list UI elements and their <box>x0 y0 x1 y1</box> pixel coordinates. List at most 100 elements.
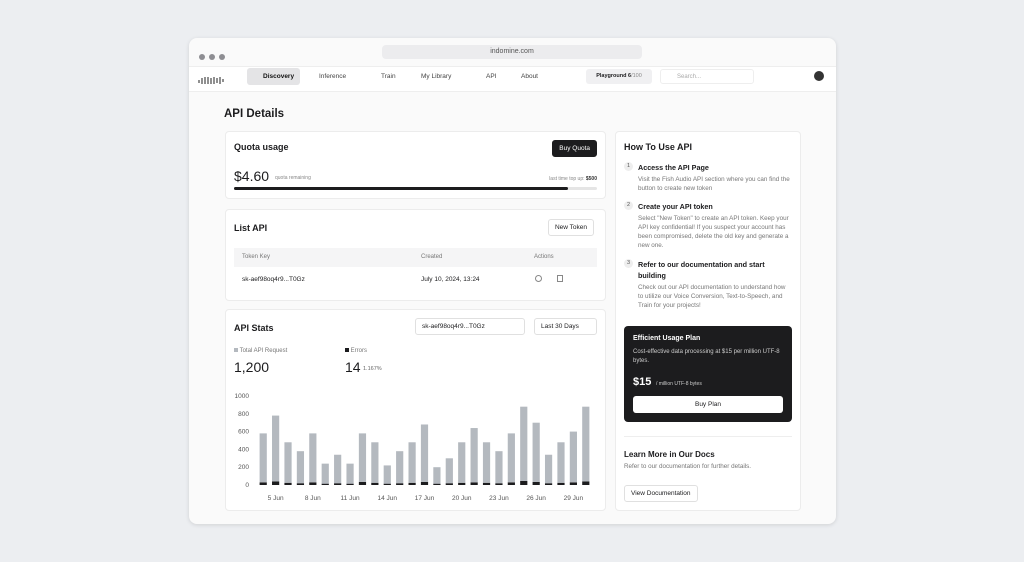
step-title: Refer to our documentation and start bui… <box>638 260 765 280</box>
howto-card: How To Use API Efficient Usage Plan Cost… <box>615 131 801 511</box>
delete-icon[interactable] <box>557 275 563 282</box>
total-value: 1,200 <box>234 359 270 375</box>
settings-icon[interactable] <box>535 275 542 282</box>
bar-segment <box>569 431 577 483</box>
stats-card: API Stats sk-aef98oq4r9...T0Gz Last 30 D… <box>225 309 606 511</box>
bar-segment <box>321 463 329 484</box>
step-number: 1 <box>624 162 633 171</box>
docs-title: Learn More in Our Docs <box>624 450 715 459</box>
bar-segment <box>408 442 416 483</box>
traffic-lights <box>199 48 229 66</box>
bar-segment <box>396 483 404 485</box>
quota-amount: $4.60 <box>234 168 270 184</box>
x-tick-label: 14 Jun <box>378 495 398 502</box>
bar-segment <box>544 454 553 484</box>
bar-segment <box>582 481 590 485</box>
playground-total: /100 <box>631 73 642 79</box>
x-tick-label: 23 Jun <box>489 495 509 502</box>
x-tick-label: 17 Jun <box>415 495 435 502</box>
x-tick-label: 26 Jun <box>526 495 546 502</box>
bar-segment <box>408 482 416 485</box>
playground-label: Playground <box>596 73 627 79</box>
bar-segment <box>346 483 354 485</box>
logo <box>197 72 227 90</box>
search-box[interactable]: Search... <box>660 69 754 84</box>
playground-badge[interactable]: Playground 6/100 <box>586 69 652 84</box>
bar-segment <box>458 482 466 485</box>
quota-amount-label: quota remaining <box>275 175 311 181</box>
bar-segment <box>420 481 429 485</box>
bar-segment <box>470 482 478 485</box>
y-tick-label: 200 <box>238 464 249 471</box>
step-title: Create your API token <box>638 202 713 211</box>
buy-quota-button[interactable]: Buy Quota <box>552 140 597 157</box>
nav-item[interactable]: About <box>521 73 538 80</box>
last-topup-label: last time top up: <box>549 176 585 182</box>
bar-segment <box>495 451 503 484</box>
list-api-title: List API <box>234 223 268 233</box>
browser-window: indomine.com Playground 6/100 Search... … <box>189 38 836 524</box>
nav-item[interactable]: Discovery <box>263 73 295 80</box>
quota-title: Quota usage <box>234 142 289 152</box>
nav-item[interactable]: My Library <box>421 73 452 80</box>
buy-plan-button[interactable]: Buy Plan <box>633 396 783 413</box>
avatar[interactable] <box>814 71 824 81</box>
bar-segment <box>507 433 515 483</box>
divider <box>624 436 792 437</box>
y-tick-label: 800 <box>238 411 249 418</box>
nav-item[interactable]: Train <box>381 73 396 80</box>
token-select[interactable]: sk-aef98oq4r9...T0Gz <box>415 318 525 335</box>
bar-segment <box>482 442 491 483</box>
last-topup-value: $500 <box>585 176 597 182</box>
chart: 0 200 400 600 800 1000 5 Jun 8 Jun 11 Jun 14 Jun 1… <box>235 393 590 502</box>
bar-segment <box>371 482 379 485</box>
bar-segment <box>520 480 528 485</box>
bar-segment <box>371 442 379 483</box>
bar-segment <box>296 451 305 484</box>
bar-segment <box>284 442 292 483</box>
plan-desc: Cost-effective data processing at $15 pe… <box>633 349 780 364</box>
token-created: July 10, 2024, 13:24 <box>421 276 480 283</box>
bar-segment <box>557 442 565 483</box>
bar-segment <box>259 482 267 485</box>
bar-segment <box>532 422 540 482</box>
quota-progress-fill <box>234 187 568 190</box>
bar-segment <box>569 482 577 485</box>
page-title: API Details <box>224 108 285 120</box>
list-api-card: List API New Token Token Key Created Act… <box>225 209 606 301</box>
bar-segment <box>557 482 565 485</box>
url-bar[interactable]: indomine.com <box>382 45 642 59</box>
new-token-button[interactable]: New Token <box>547 219 594 236</box>
step-desc: Select "New Token" to create an API toke… <box>638 215 789 249</box>
x-tick-label: 29 Jun <box>564 495 584 502</box>
bar-segment <box>445 458 453 484</box>
th-token: Token Key <box>242 254 271 260</box>
docs-desc: Refer to our documentation for further d… <box>624 463 752 470</box>
th-actions: Actions <box>534 254 554 260</box>
bar-segment <box>259 433 267 483</box>
range-select[interactable]: Last 30 Days <box>534 318 597 335</box>
bar-segment <box>482 482 491 485</box>
step-number: 3 <box>624 259 633 268</box>
bar-segment <box>309 433 317 483</box>
view-docs-button[interactable]: View Documentation <box>624 485 698 502</box>
x-tick-label: 20 Jun <box>452 495 472 502</box>
bar-segment <box>470 428 478 483</box>
bar-segment <box>458 442 466 483</box>
playground-used: 6 <box>628 73 632 79</box>
nav-active-bg <box>247 68 300 85</box>
th-created: Created <box>421 254 443 260</box>
nav-item[interactable]: Inference <box>319 73 347 80</box>
bar-segment <box>507 482 515 485</box>
bar-segment <box>334 454 342 484</box>
plan-unit: / million UTF-8 bytes <box>656 381 702 387</box>
stats-title: API Stats <box>234 323 274 333</box>
bar-segment <box>396 451 404 484</box>
errors-pct: 1.167% <box>363 366 382 372</box>
step-desc: Visit the Fish Audio API section where y… <box>638 176 790 192</box>
bar-segment <box>532 481 540 485</box>
bar-segment <box>544 483 553 485</box>
nav-item[interactable]: API <box>486 73 497 80</box>
bar-segment <box>582 406 590 482</box>
bar-segment <box>383 483 391 485</box>
